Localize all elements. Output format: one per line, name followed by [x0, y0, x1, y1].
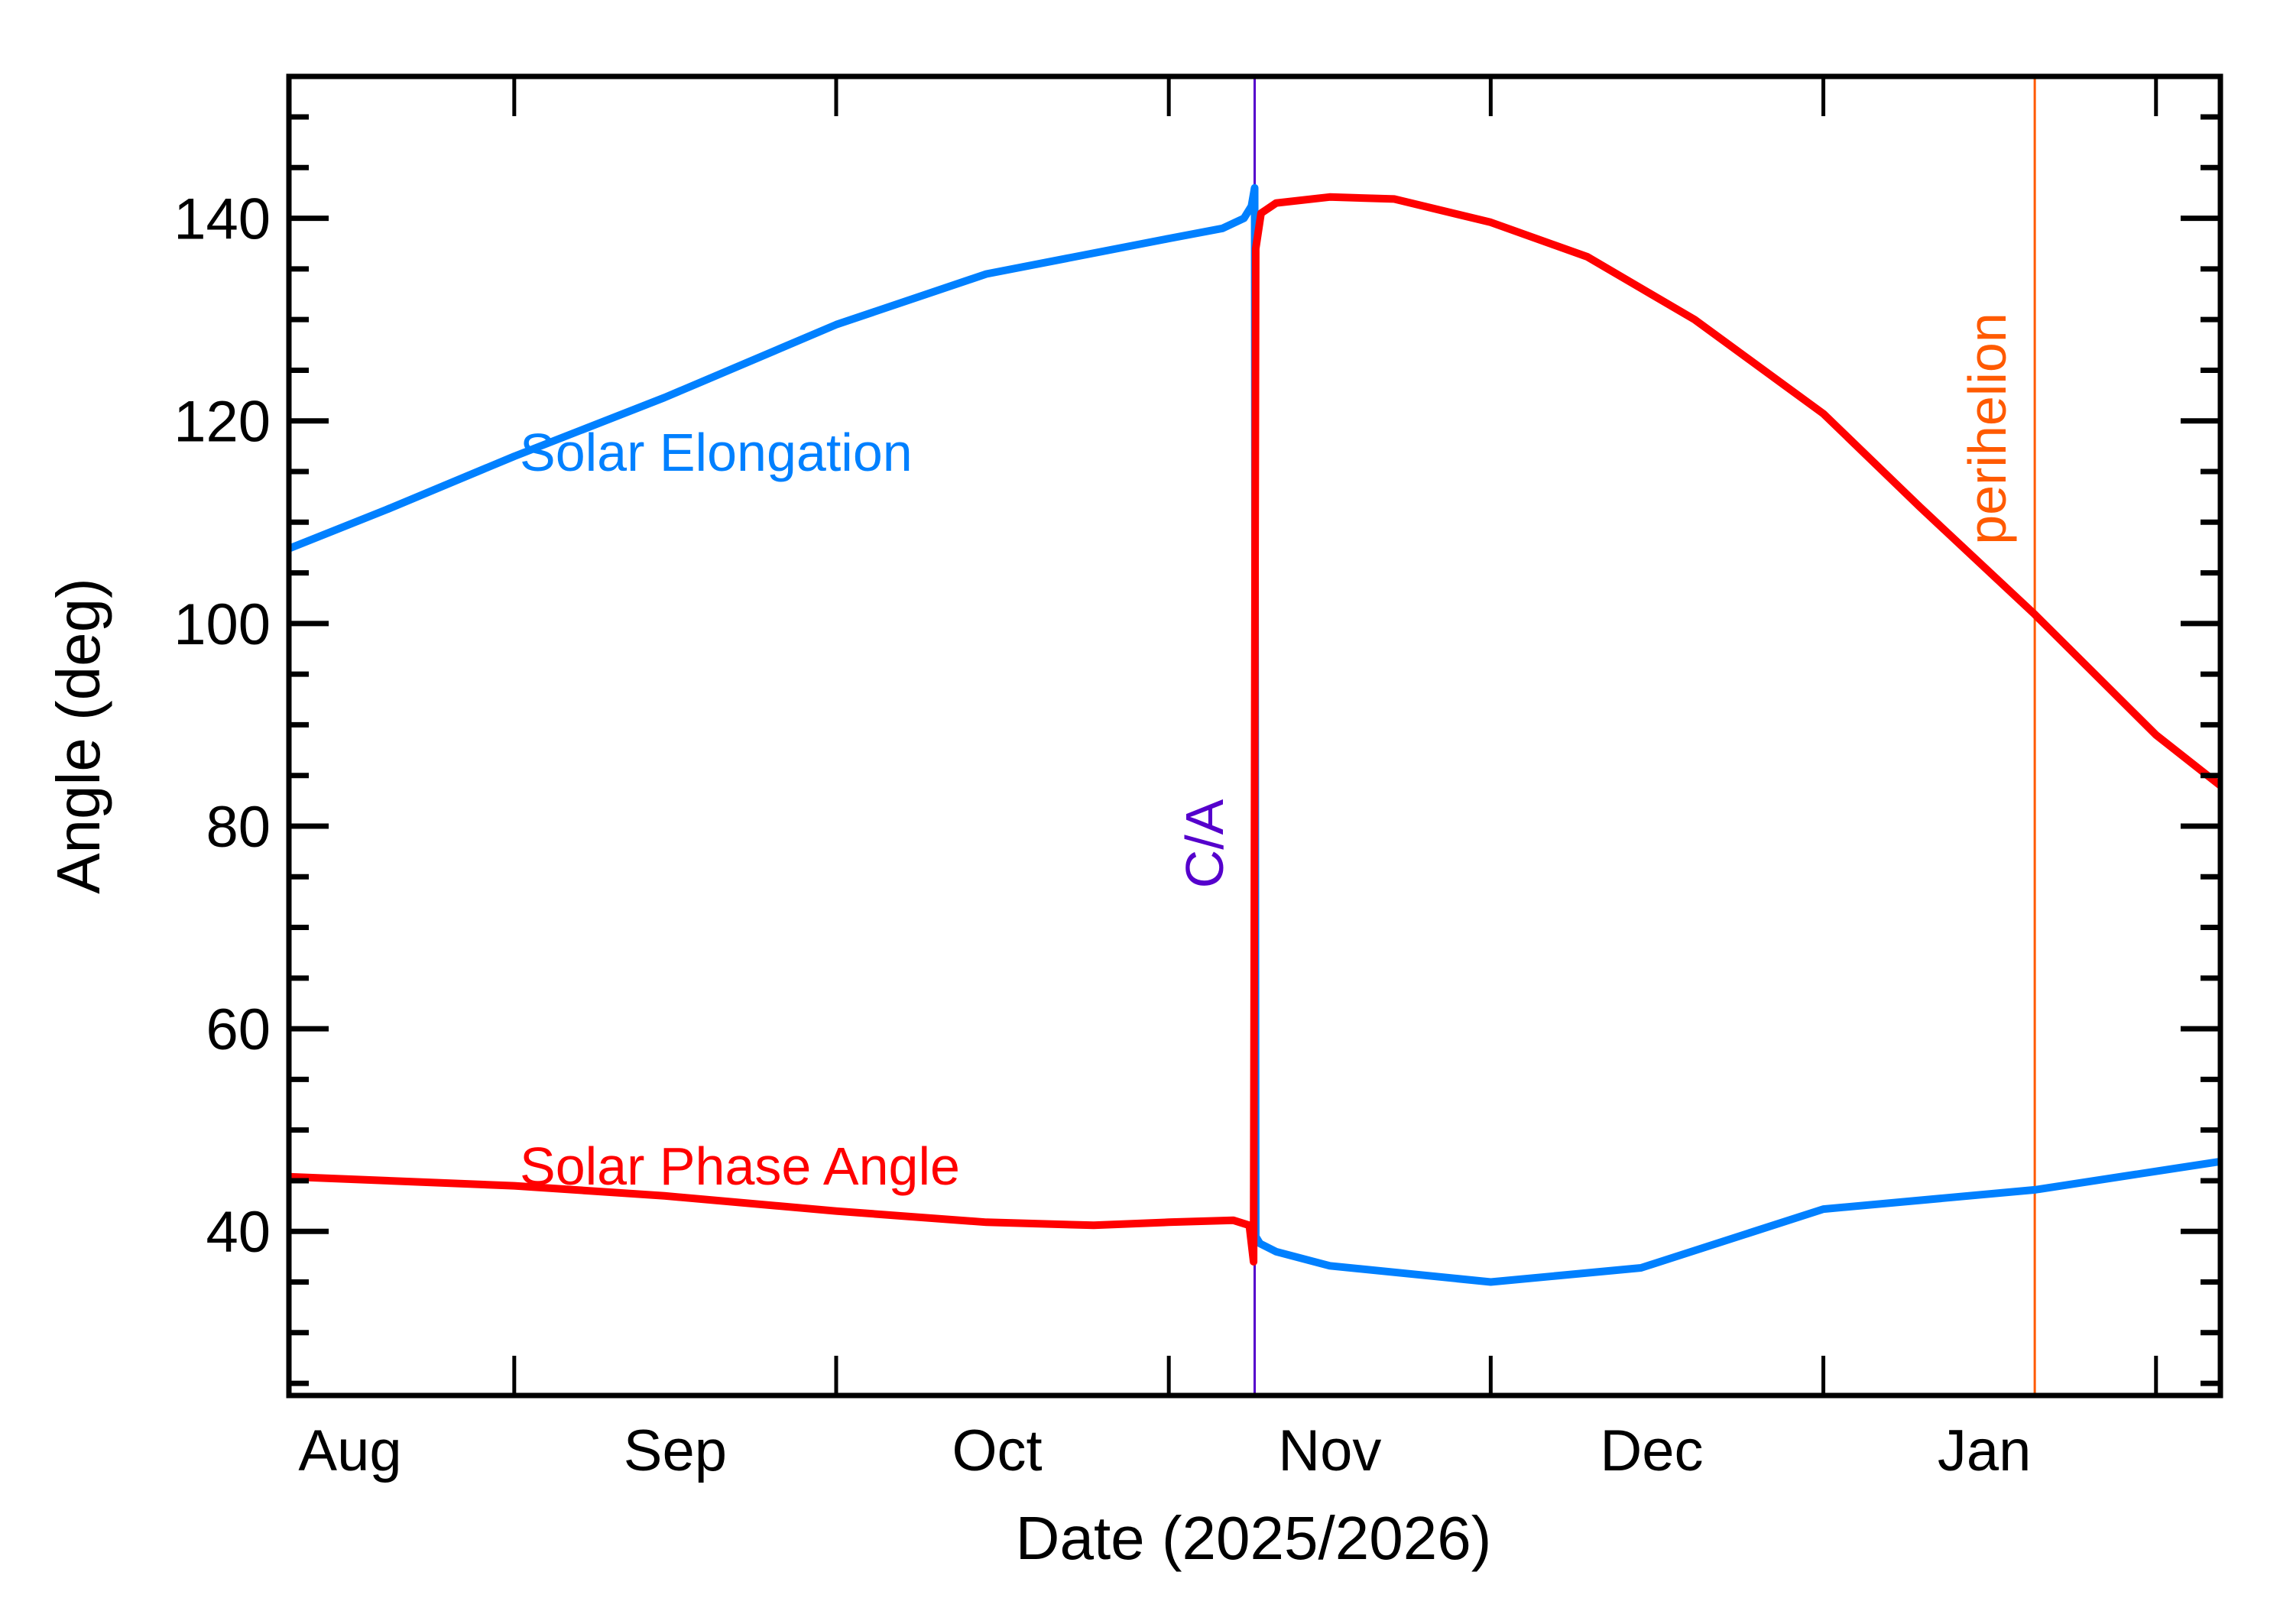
x-tick-label: Aug [298, 1418, 401, 1483]
series-line-solar-elongation [289, 183, 2220, 1286]
plot-frame [286, 73, 2223, 1399]
y-tick-label: 80 [206, 795, 271, 860]
x-axis-title: Date (2025/2026) [1016, 1504, 1492, 1572]
x-tick-label: Oct [952, 1418, 1042, 1483]
series-line-solar-phase-angle [289, 193, 2220, 1266]
y-tick-label: 60 [206, 997, 271, 1062]
x-tick-label: Dec [1600, 1418, 1703, 1483]
x-tick-label: Nov [1278, 1418, 1381, 1483]
perihelion-label: perihelion [1957, 313, 2017, 545]
series-label-elongation: Solar Elongation [520, 423, 913, 482]
y-tick-label: 120 [174, 390, 271, 455]
y-tick-label: 40 [206, 1200, 271, 1265]
y-axis-title: Angle (deg) [44, 578, 112, 894]
y-tick-label: 100 [174, 592, 271, 657]
ca-label: C/A [1175, 799, 1234, 888]
y-tick-label: 140 [174, 187, 271, 252]
series-label-phase-angle: Solar Phase Angle [520, 1136, 960, 1196]
x-tick-label: Jan [1938, 1418, 2032, 1483]
x-tick-label: Sep [624, 1418, 727, 1483]
